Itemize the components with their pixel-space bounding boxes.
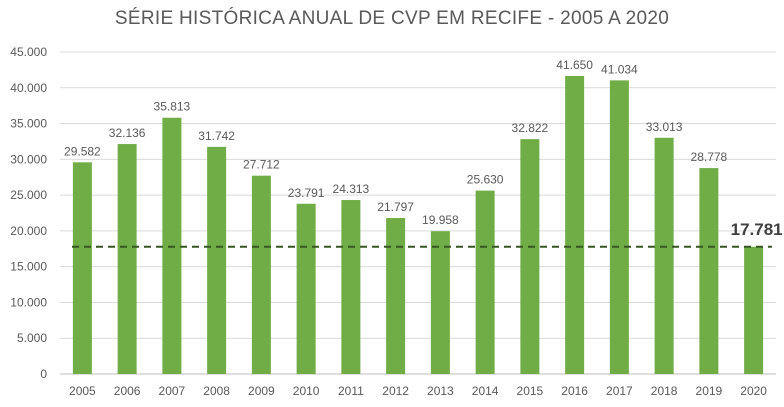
data-label: 28.778 xyxy=(691,150,728,164)
bar xyxy=(430,231,450,374)
data-label: 27.712 xyxy=(243,158,280,172)
bar xyxy=(520,139,540,374)
x-tick-label: 2012 xyxy=(382,384,409,398)
x-tick-label: 2017 xyxy=(606,384,633,398)
x-tick-label: 2015 xyxy=(517,384,544,398)
data-label: 29.582 xyxy=(64,144,101,158)
data-label: 35.813 xyxy=(154,100,191,114)
x-tick-label: 2008 xyxy=(203,384,230,398)
bar xyxy=(117,144,137,374)
x-tick-label: 2019 xyxy=(696,384,723,398)
chart-title: SÉRIE HISTÓRICA ANUAL DE CVP EM RECIFE -… xyxy=(114,8,670,29)
data-label: 24.313 xyxy=(333,182,370,196)
bar xyxy=(386,218,406,374)
x-tick-label: 2007 xyxy=(159,384,186,398)
y-tick-label: 20.000 xyxy=(10,224,47,238)
y-tick-label: 10.000 xyxy=(10,295,47,309)
data-label: 41.034 xyxy=(601,62,638,76)
y-tick-label: 45.000 xyxy=(10,45,47,59)
x-tick-label: 2014 xyxy=(472,384,499,398)
x-tick-label: 2005 xyxy=(69,384,96,398)
bar xyxy=(207,146,227,374)
data-label: 32.822 xyxy=(512,121,549,135)
data-label: 19.958 xyxy=(422,213,459,227)
x-tick-label: 2006 xyxy=(114,384,141,398)
data-label: 23.791 xyxy=(288,186,325,200)
bar xyxy=(475,190,495,374)
bar xyxy=(296,203,316,374)
x-tick-label: 2009 xyxy=(248,384,275,398)
y-tick-label: 15.000 xyxy=(10,260,47,274)
bar xyxy=(654,137,674,374)
data-label-highlight: 17.781 xyxy=(731,220,783,239)
data-label: 21.797 xyxy=(377,200,414,214)
bar xyxy=(699,168,719,374)
bar xyxy=(609,80,629,374)
data-label: 41.650 xyxy=(556,58,593,72)
data-label: 25.630 xyxy=(467,173,504,187)
x-tick-label: 2011 xyxy=(338,384,364,398)
y-tick-label: 40.000 xyxy=(10,81,47,95)
bar xyxy=(565,75,585,375)
x-tick-label: 2016 xyxy=(561,384,588,398)
y-tick-label: 30.000 xyxy=(10,152,47,166)
y-tick-label: 25.000 xyxy=(10,188,47,202)
data-label: 32.136 xyxy=(109,126,146,140)
data-label: 31.742 xyxy=(198,129,235,143)
x-tick-label: 2013 xyxy=(427,384,454,398)
bar xyxy=(72,162,92,374)
bar xyxy=(341,200,361,374)
x-tick-label: 2010 xyxy=(293,384,320,398)
y-tick-label: 5.000 xyxy=(17,331,47,345)
y-tick-label: 35.000 xyxy=(10,117,47,131)
data-label: 33.013 xyxy=(646,120,683,134)
y-tick-label: 0 xyxy=(40,367,47,381)
bar xyxy=(744,246,764,374)
x-tick-label: 2018 xyxy=(651,384,678,398)
x-tick-label: 2020 xyxy=(740,384,767,398)
bar xyxy=(251,175,271,374)
